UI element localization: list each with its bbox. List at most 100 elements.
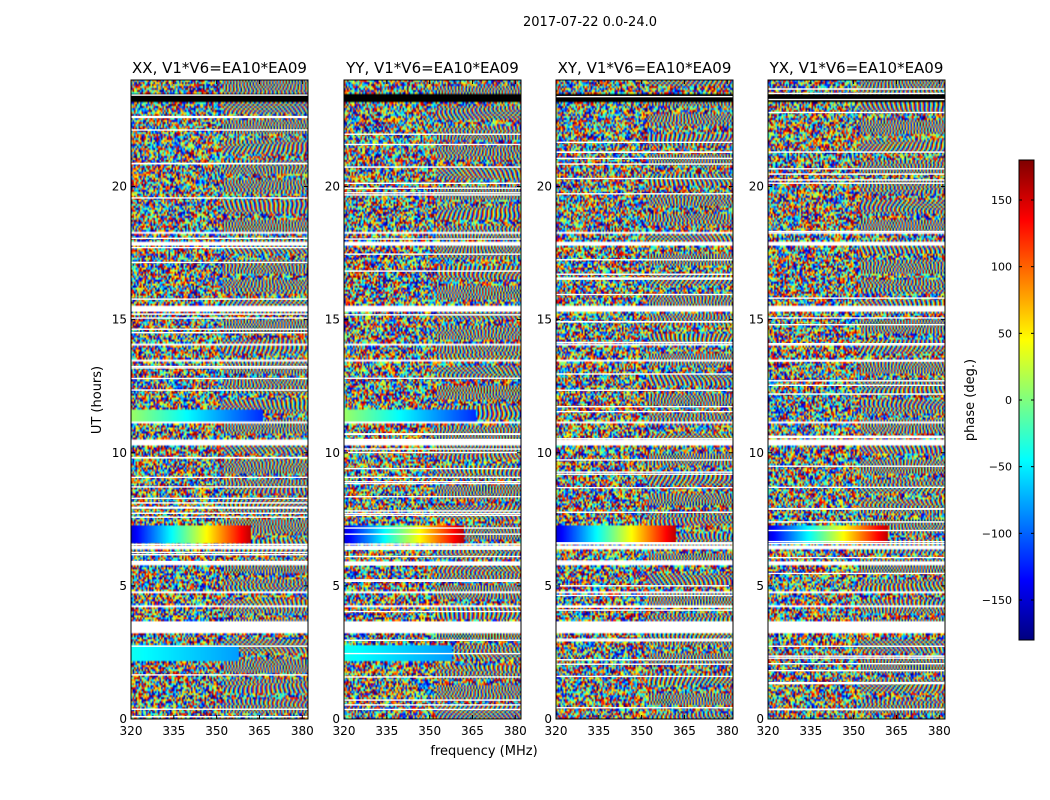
scan-gap — [768, 436, 945, 439]
panel-yy: YY, V1*V6=EA10*EA09 320 335 350 365 380 0 5 10 15… — [325, 59, 527, 738]
scan-gap — [556, 177, 733, 180]
scan-gap — [131, 163, 308, 165]
scan-gap — [131, 516, 308, 518]
x-tick-label: 365 — [885, 724, 908, 738]
scan-gap — [131, 560, 308, 563]
scan-gap — [344, 555, 521, 558]
scan-gap — [344, 708, 521, 711]
scan-gap — [131, 261, 308, 264]
scan-gap — [344, 187, 521, 189]
y-tick-label: 0 — [544, 712, 552, 726]
scan-gap — [131, 116, 308, 119]
panel-title: XX, V1*V6=EA10*EA09 — [132, 59, 307, 77]
scan-gap — [768, 681, 945, 684]
scan-gap — [131, 94, 308, 96]
panel-title: XY, V1*V6=EA10*EA09 — [558, 59, 732, 77]
x-tick-label: 320 — [545, 724, 568, 738]
scan-gap — [344, 448, 521, 450]
scan-gap — [556, 193, 733, 195]
scan-gap — [344, 480, 521, 483]
scan-gap — [131, 506, 308, 508]
scan-gap — [556, 273, 733, 275]
scan-gap — [556, 341, 733, 344]
panel-title: YY, V1*V6=EA10*EA09 — [345, 59, 519, 77]
scan-gap — [768, 669, 945, 672]
scan-gap — [768, 242, 945, 244]
scan-gap — [556, 163, 733, 165]
scan-gap — [131, 365, 308, 368]
scan-gap — [344, 580, 521, 582]
scan-gap — [344, 676, 521, 678]
scan-gap — [131, 317, 308, 319]
scan-gap — [344, 143, 521, 146]
scan-gap — [768, 465, 945, 467]
scan-gap — [344, 533, 521, 535]
x-tick-label: 335 — [375, 724, 398, 738]
y-tick-label: 20 — [537, 180, 552, 194]
panel-xx: XX, V1*V6=EA10*EA09 320 335 350 365 380 0 5 10 15… — [112, 59, 314, 738]
scan-gap — [768, 98, 945, 101]
y-tick-label: 10 — [749, 446, 764, 460]
x-axis-label: frequency (MHz) — [430, 744, 537, 759]
x-tick-label: 365 — [248, 724, 271, 738]
scan-gap — [556, 410, 733, 413]
panels: XX, V1*V6=EA10*EA09 320 335 350 365 380 0 5 10 15… — [112, 59, 951, 738]
scan-gap — [344, 482, 521, 485]
scan-gap — [556, 293, 733, 296]
scan-gap — [131, 543, 308, 546]
scan-gap — [344, 377, 521, 379]
scan-gap — [768, 151, 945, 153]
scan-gap — [344, 133, 521, 135]
colorbar-tick-label: 0 — [1005, 394, 1012, 407]
scan-gap — [768, 556, 945, 559]
scan-gap — [768, 542, 945, 545]
scan-gap — [768, 173, 945, 175]
scan-gap — [131, 129, 308, 131]
scan-gap — [131, 115, 308, 118]
scan-gap — [768, 708, 945, 710]
scan-gap — [768, 297, 945, 299]
scan-gap — [768, 572, 945, 575]
scan-gap — [344, 548, 521, 550]
y-tick-label: 5 — [756, 579, 764, 593]
colorbar-tick-label: 50 — [998, 327, 1012, 340]
scan-gap — [556, 321, 733, 323]
scan-gap — [344, 610, 521, 613]
scan-gap — [768, 323, 945, 326]
scan-gap — [768, 540, 945, 543]
x-tick-label: 335 — [587, 724, 610, 738]
scan-gap — [131, 298, 308, 300]
scan-gap — [131, 197, 308, 199]
x-tick-label: 365 — [673, 724, 696, 738]
scan-gap — [556, 473, 733, 475]
scan-gap — [131, 497, 308, 500]
scan-gap — [556, 543, 733, 545]
scan-gap — [131, 551, 308, 554]
scan-gap — [131, 674, 308, 676]
x-tick-label: 350 — [842, 724, 865, 738]
scan-gap — [768, 343, 945, 345]
y-tick-label: 20 — [325, 180, 340, 194]
y-tick-label: 15 — [325, 313, 340, 327]
scan-gap — [768, 182, 945, 184]
scan-gap — [556, 438, 733, 440]
axes-frame — [130, 79, 309, 720]
scan-gap — [131, 502, 308, 504]
scan-gap — [344, 270, 521, 272]
heatmap-image — [768, 80, 945, 719]
y-tick-label: 15 — [749, 313, 764, 327]
scan-gap — [556, 675, 733, 678]
scan-gap — [768, 486, 945, 489]
scan-gap — [344, 433, 521, 436]
scan-gap — [344, 527, 521, 529]
scan-gap — [556, 373, 733, 375]
scan-gap — [131, 328, 308, 330]
scan-gap — [344, 699, 521, 701]
x-tick-label: 320 — [333, 724, 356, 738]
y-tick-label: 20 — [749, 180, 764, 194]
axes-frame — [767, 79, 946, 720]
scan-gap — [768, 384, 945, 386]
scan-gap — [556, 585, 733, 587]
scan-gap — [556, 609, 733, 611]
